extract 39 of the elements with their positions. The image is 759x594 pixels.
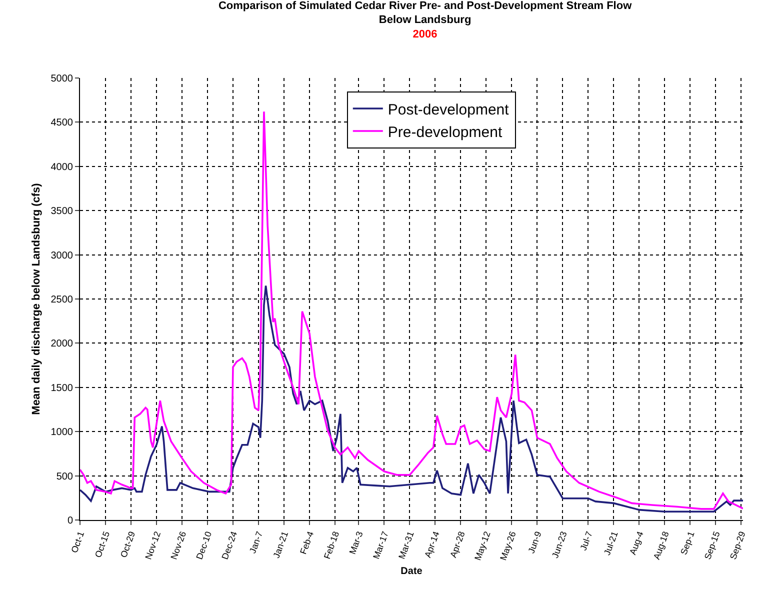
x-tick-label: Jun-23 (550, 530, 569, 560)
chart-title: Comparison of Simulated Cedar River Pre- and Post-Development Stream Flow Below Landsburg (218, 0, 632, 26)
x-tick-label: Apr-28 (448, 530, 467, 559)
x-tick-label: Dec-10 (194, 530, 214, 561)
y-axis-title: Mean daily discharge below Landsburg (cfs) (30, 182, 42, 415)
x-tick-label: Sep-15 (702, 530, 722, 561)
y-tick-label: 5000 (50, 74, 74, 84)
y-tick-label: 2500 (50, 294, 74, 306)
x-tick-label: Sep-29 (728, 530, 748, 561)
line-series (80, 284, 743, 512)
chart-subtitle: 2006 (412, 28, 438, 41)
x-tick-label: Jan-7 (248, 530, 265, 555)
x-tick-label: Oct-15 (92, 530, 112, 559)
y-tick-label: 1500 (50, 382, 74, 394)
x-tick-label: Oct-1 (69, 530, 86, 554)
x-tick-label: Jan-21 (271, 530, 290, 560)
y-tick-label: 3500 (50, 206, 74, 218)
x-tick-label: Apr-14 (422, 530, 442, 559)
y-tick-label: 2000 (50, 338, 74, 350)
x-tick-label: Sep-1 (678, 530, 696, 556)
x-tick-label: Jul-7 (578, 530, 594, 552)
y-tick-label: 0 (67, 516, 74, 526)
legend-label: Pre-development (388, 124, 503, 141)
x-axis-title: Date (400, 566, 423, 578)
x-tick-label: Mar-17 (371, 530, 390, 560)
x-tick-label: Jun-9 (526, 530, 544, 555)
x-tick-label: Aug-18 (651, 530, 671, 561)
legend-label: Post-development (388, 101, 510, 118)
y-tick-label: 4000 (50, 162, 74, 173)
x-tick-label: Aug-4 (628, 530, 646, 556)
x-tick-label: Oct-29 (118, 530, 138, 559)
y-tick-label: 3000 (50, 250, 74, 262)
x-tick-label: Mar-3 (347, 530, 365, 556)
y-tick-label: 1000 (50, 427, 74, 438)
y-tick-label: 500 (56, 471, 74, 482)
y-tick-label: 4500 (50, 118, 74, 129)
x-tick-label: Feb-18 (322, 530, 342, 560)
x-tick-label: Jul-21 (602, 530, 620, 557)
x-tick-label: Feb-4 (298, 530, 316, 556)
